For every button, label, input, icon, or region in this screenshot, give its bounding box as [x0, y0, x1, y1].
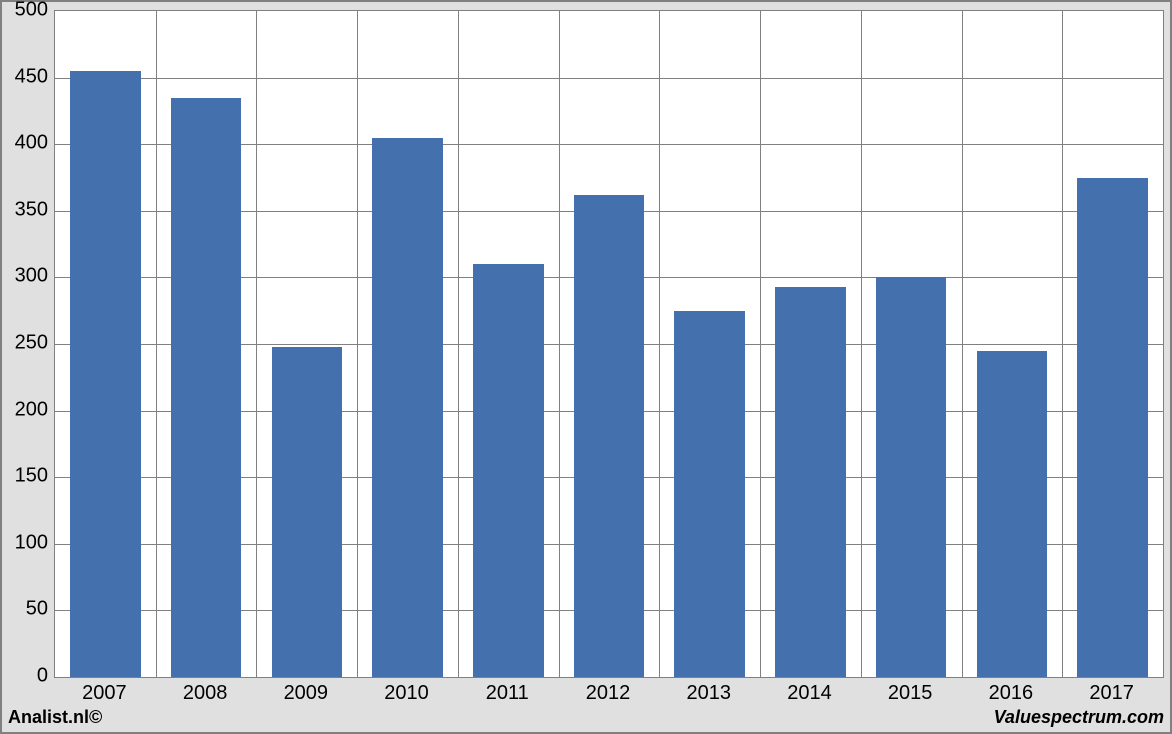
footer-left-text: Analist.nl© [8, 707, 102, 728]
gridline-vertical [760, 11, 761, 677]
x-axis-label: 2016 [989, 682, 1034, 705]
chart-container: Analist.nl© Valuespectrum.com 0 50 100 150 2… [0, 0, 1172, 734]
bar [775, 287, 846, 677]
gridline-vertical [357, 11, 358, 677]
gridline-vertical [458, 11, 459, 677]
bar [574, 195, 645, 677]
y-axis-label: 400 [2, 132, 48, 155]
bar [372, 138, 443, 677]
y-axis-label: 450 [2, 65, 48, 88]
gridline-vertical [256, 11, 257, 677]
bar [876, 277, 947, 677]
x-axis-label: 2012 [586, 682, 631, 705]
y-axis-label: 150 [2, 465, 48, 488]
x-axis-label: 2009 [284, 682, 329, 705]
bar [70, 71, 141, 677]
y-axis-label: 0 [2, 665, 48, 688]
y-axis-label: 500 [2, 0, 48, 22]
y-axis-label: 50 [2, 598, 48, 621]
y-axis-label: 250 [2, 332, 48, 355]
x-axis-label: 2017 [1089, 682, 1134, 705]
x-axis-label: 2007 [82, 682, 127, 705]
gridline-vertical [559, 11, 560, 677]
bar [272, 347, 343, 677]
gridline-horizontal [55, 78, 1163, 79]
y-axis-label: 300 [2, 265, 48, 288]
x-axis-label: 2011 [486, 682, 529, 705]
gridline-vertical [861, 11, 862, 677]
x-axis-label: 2015 [888, 682, 933, 705]
footer-right-text: Valuespectrum.com [994, 707, 1164, 728]
bar [674, 311, 745, 677]
y-axis-label: 200 [2, 398, 48, 421]
x-axis-label: 2014 [787, 682, 832, 705]
bar [1077, 178, 1148, 678]
gridline-vertical [962, 11, 963, 677]
gridline-vertical [659, 11, 660, 677]
gridline-vertical [156, 11, 157, 677]
gridline-vertical [1062, 11, 1063, 677]
x-axis-label: 2008 [183, 682, 228, 705]
x-axis-label: 2010 [384, 682, 429, 705]
y-axis-label: 350 [2, 198, 48, 221]
x-axis-label: 2013 [686, 682, 731, 705]
y-axis-label: 100 [2, 531, 48, 554]
bar [473, 264, 544, 677]
bar [977, 351, 1048, 677]
bar [171, 98, 242, 677]
plot-area [54, 10, 1164, 678]
